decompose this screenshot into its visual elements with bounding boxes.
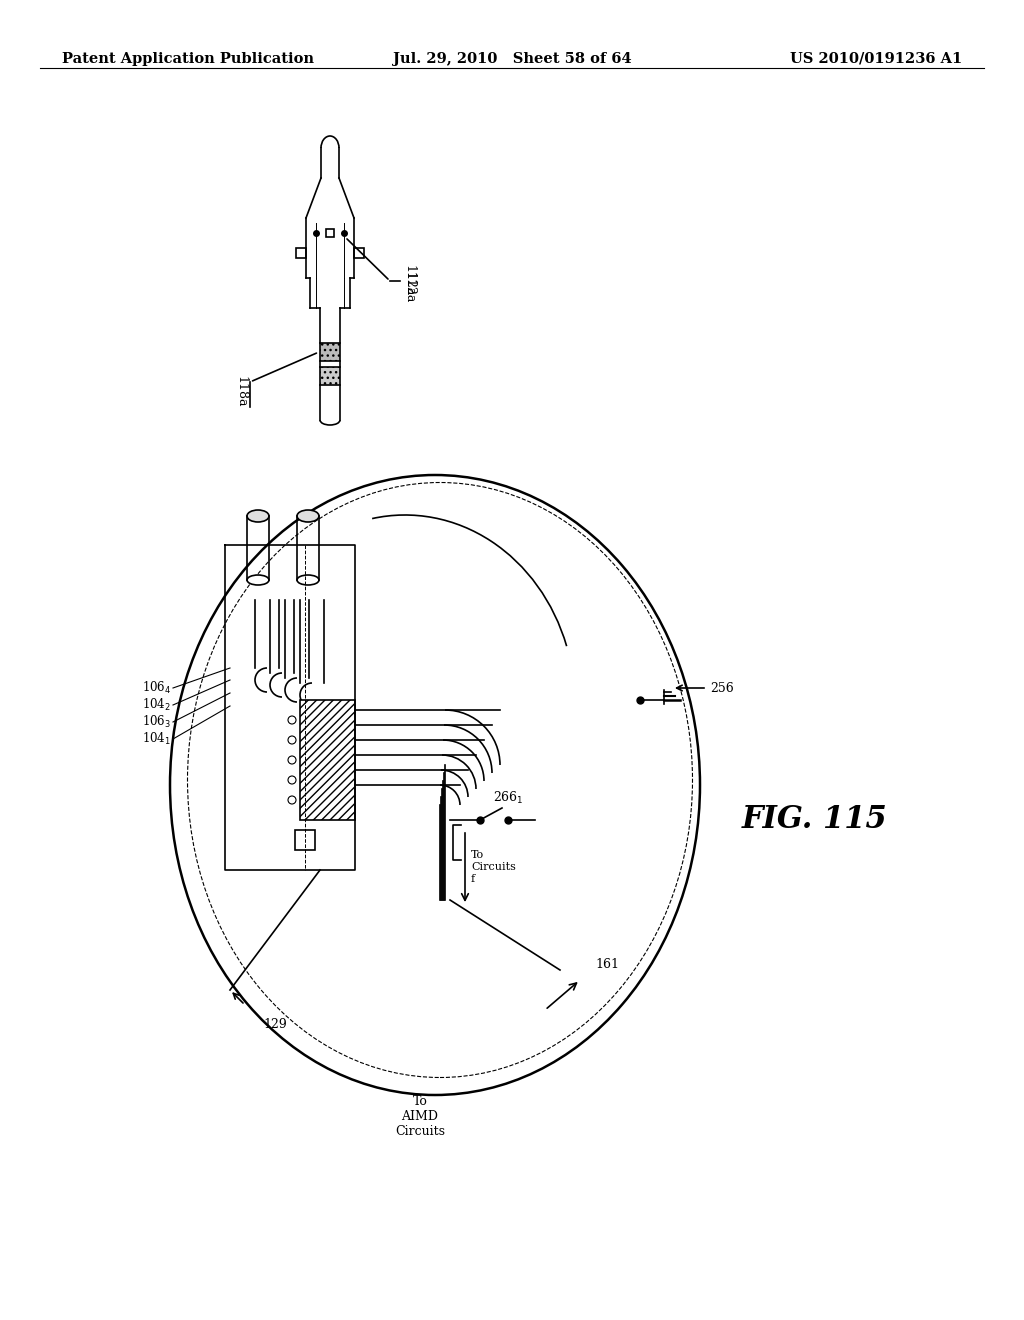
Bar [319,343,340,360]
Circle shape [288,796,296,804]
Text: 266$_1$: 266$_1$ [493,789,523,807]
Text: 161: 161 [595,958,618,972]
Text: 112a: 112a [402,265,415,297]
Circle shape [288,776,296,784]
Bar [326,228,334,238]
Text: 118a: 118a [234,375,247,407]
Text: 106$_3$: 106$_3$ [142,714,171,730]
Ellipse shape [297,576,319,585]
Bar [354,248,364,257]
Text: FIG. 115: FIG. 115 [742,804,888,836]
Text: Jul. 29, 2010   Sheet 58 of 64: Jul. 29, 2010 Sheet 58 of 64 [392,51,632,66]
Text: 104$_1$: 104$_1$ [142,731,171,747]
Text: To
AIMD
Circuits: To AIMD Circuits [395,1096,445,1138]
Text: 129: 129 [263,1019,287,1031]
Ellipse shape [297,510,319,521]
Bar [300,700,355,820]
Text: 106$_4$: 106$_4$ [141,680,171,696]
Ellipse shape [247,510,269,521]
Circle shape [288,737,296,744]
Text: To
Circuits
f: To Circuits f [471,850,516,883]
Text: US 2010/0191236 A1: US 2010/0191236 A1 [790,51,962,66]
Ellipse shape [247,576,269,585]
Text: 256: 256 [710,681,734,694]
Text: 112a: 112a [402,272,415,304]
Bar [295,830,315,850]
Text: 104$_2$: 104$_2$ [142,697,171,713]
Bar [296,248,306,257]
Text: Patent Application Publication: Patent Application Publication [62,51,314,66]
Circle shape [288,715,296,723]
Circle shape [288,756,296,764]
Bar [319,367,340,385]
